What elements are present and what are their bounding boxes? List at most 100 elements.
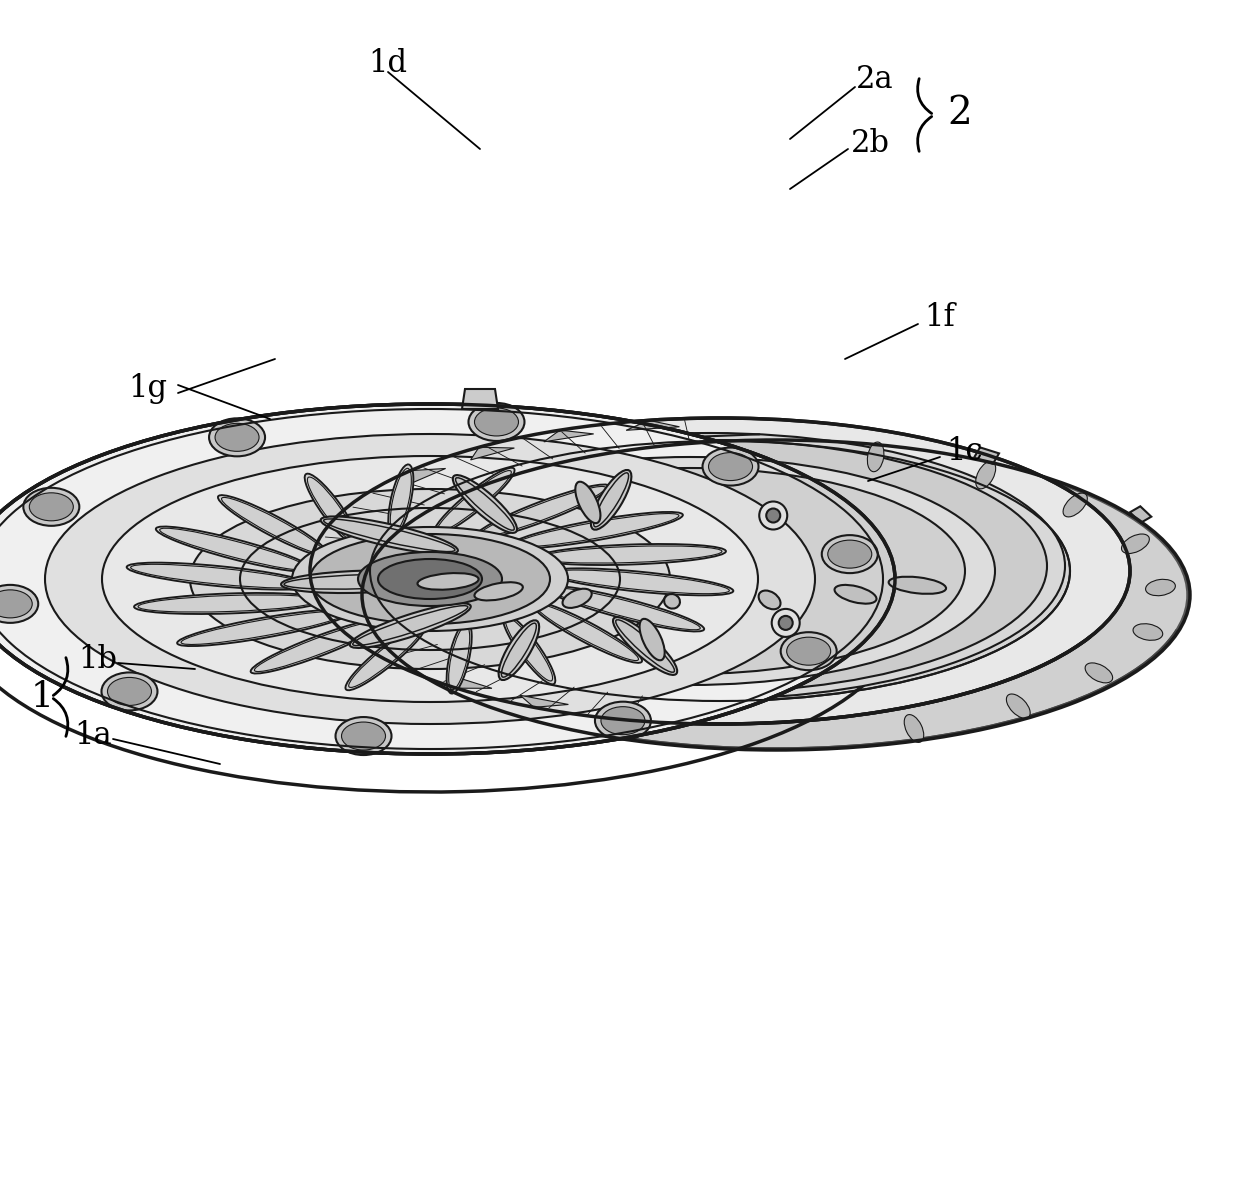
- Ellipse shape: [0, 404, 895, 755]
- Text: 1d: 1d: [368, 48, 408, 79]
- Polygon shape: [324, 523, 353, 544]
- Polygon shape: [358, 494, 391, 512]
- Ellipse shape: [665, 594, 680, 608]
- Ellipse shape: [511, 512, 683, 548]
- Text: 1c: 1c: [947, 435, 983, 467]
- Ellipse shape: [384, 457, 994, 685]
- Ellipse shape: [370, 441, 1070, 702]
- Ellipse shape: [291, 527, 568, 631]
- Text: 2b: 2b: [851, 129, 889, 159]
- Ellipse shape: [759, 591, 780, 610]
- Polygon shape: [973, 447, 999, 463]
- Ellipse shape: [388, 465, 413, 536]
- Ellipse shape: [0, 585, 38, 623]
- Ellipse shape: [904, 714, 924, 743]
- Ellipse shape: [321, 516, 458, 554]
- Ellipse shape: [536, 544, 725, 565]
- Ellipse shape: [177, 610, 350, 646]
- Text: 1f: 1f: [925, 302, 955, 332]
- Ellipse shape: [1085, 663, 1112, 683]
- Polygon shape: [1130, 506, 1151, 522]
- Text: 1b: 1b: [78, 645, 118, 676]
- Ellipse shape: [469, 403, 525, 441]
- Ellipse shape: [771, 608, 800, 637]
- Polygon shape: [544, 430, 594, 442]
- Ellipse shape: [889, 577, 946, 594]
- Ellipse shape: [190, 489, 670, 668]
- Text: 2a: 2a: [856, 64, 894, 94]
- Ellipse shape: [1063, 493, 1087, 516]
- Ellipse shape: [355, 433, 1065, 699]
- Ellipse shape: [575, 482, 600, 523]
- Ellipse shape: [475, 485, 609, 539]
- Polygon shape: [317, 588, 345, 608]
- Ellipse shape: [547, 586, 704, 632]
- Ellipse shape: [835, 585, 877, 604]
- Ellipse shape: [1007, 694, 1030, 718]
- Ellipse shape: [310, 534, 551, 624]
- Ellipse shape: [418, 573, 479, 590]
- Ellipse shape: [498, 620, 539, 680]
- Ellipse shape: [453, 475, 517, 533]
- Ellipse shape: [108, 678, 151, 705]
- Ellipse shape: [781, 632, 837, 670]
- Ellipse shape: [549, 568, 733, 595]
- Ellipse shape: [475, 408, 518, 436]
- Text: 1: 1: [31, 680, 53, 714]
- Ellipse shape: [378, 559, 482, 599]
- Text: 2: 2: [947, 95, 972, 132]
- Ellipse shape: [24, 488, 79, 526]
- Ellipse shape: [446, 621, 471, 693]
- Polygon shape: [410, 468, 445, 483]
- Ellipse shape: [1133, 624, 1163, 640]
- Ellipse shape: [45, 434, 815, 724]
- Ellipse shape: [102, 672, 157, 711]
- Ellipse shape: [281, 571, 440, 593]
- Ellipse shape: [708, 453, 753, 481]
- Ellipse shape: [341, 722, 386, 750]
- Ellipse shape: [640, 619, 665, 660]
- Ellipse shape: [358, 552, 502, 606]
- Ellipse shape: [759, 501, 787, 529]
- Ellipse shape: [156, 527, 312, 572]
- Polygon shape: [310, 555, 334, 577]
- Ellipse shape: [365, 441, 1188, 749]
- Ellipse shape: [601, 706, 645, 735]
- Ellipse shape: [828, 540, 872, 568]
- Ellipse shape: [475, 582, 523, 600]
- Text: 1a: 1a: [74, 719, 112, 751]
- Ellipse shape: [0, 404, 895, 755]
- Ellipse shape: [822, 535, 878, 573]
- Ellipse shape: [310, 419, 1130, 724]
- Ellipse shape: [126, 562, 311, 590]
- Polygon shape: [471, 447, 515, 460]
- Ellipse shape: [613, 617, 677, 674]
- Ellipse shape: [766, 508, 780, 522]
- Ellipse shape: [563, 588, 591, 608]
- Ellipse shape: [336, 717, 392, 755]
- Ellipse shape: [215, 423, 259, 452]
- Ellipse shape: [867, 442, 884, 472]
- Ellipse shape: [502, 614, 556, 684]
- Ellipse shape: [415, 468, 965, 674]
- Ellipse shape: [134, 593, 324, 614]
- Polygon shape: [463, 389, 498, 409]
- Ellipse shape: [102, 456, 758, 702]
- Polygon shape: [450, 676, 492, 689]
- Ellipse shape: [346, 624, 427, 690]
- Ellipse shape: [218, 495, 329, 556]
- Ellipse shape: [1146, 579, 1176, 595]
- Ellipse shape: [976, 461, 996, 489]
- Ellipse shape: [779, 615, 792, 630]
- Ellipse shape: [373, 440, 1047, 692]
- Ellipse shape: [434, 468, 515, 535]
- Text: 1g: 1g: [129, 374, 167, 404]
- Polygon shape: [393, 650, 427, 666]
- Polygon shape: [520, 696, 568, 707]
- Ellipse shape: [305, 474, 357, 544]
- Ellipse shape: [703, 448, 759, 486]
- Ellipse shape: [350, 604, 471, 648]
- Ellipse shape: [30, 493, 73, 521]
- Ellipse shape: [532, 601, 642, 663]
- Ellipse shape: [786, 637, 831, 665]
